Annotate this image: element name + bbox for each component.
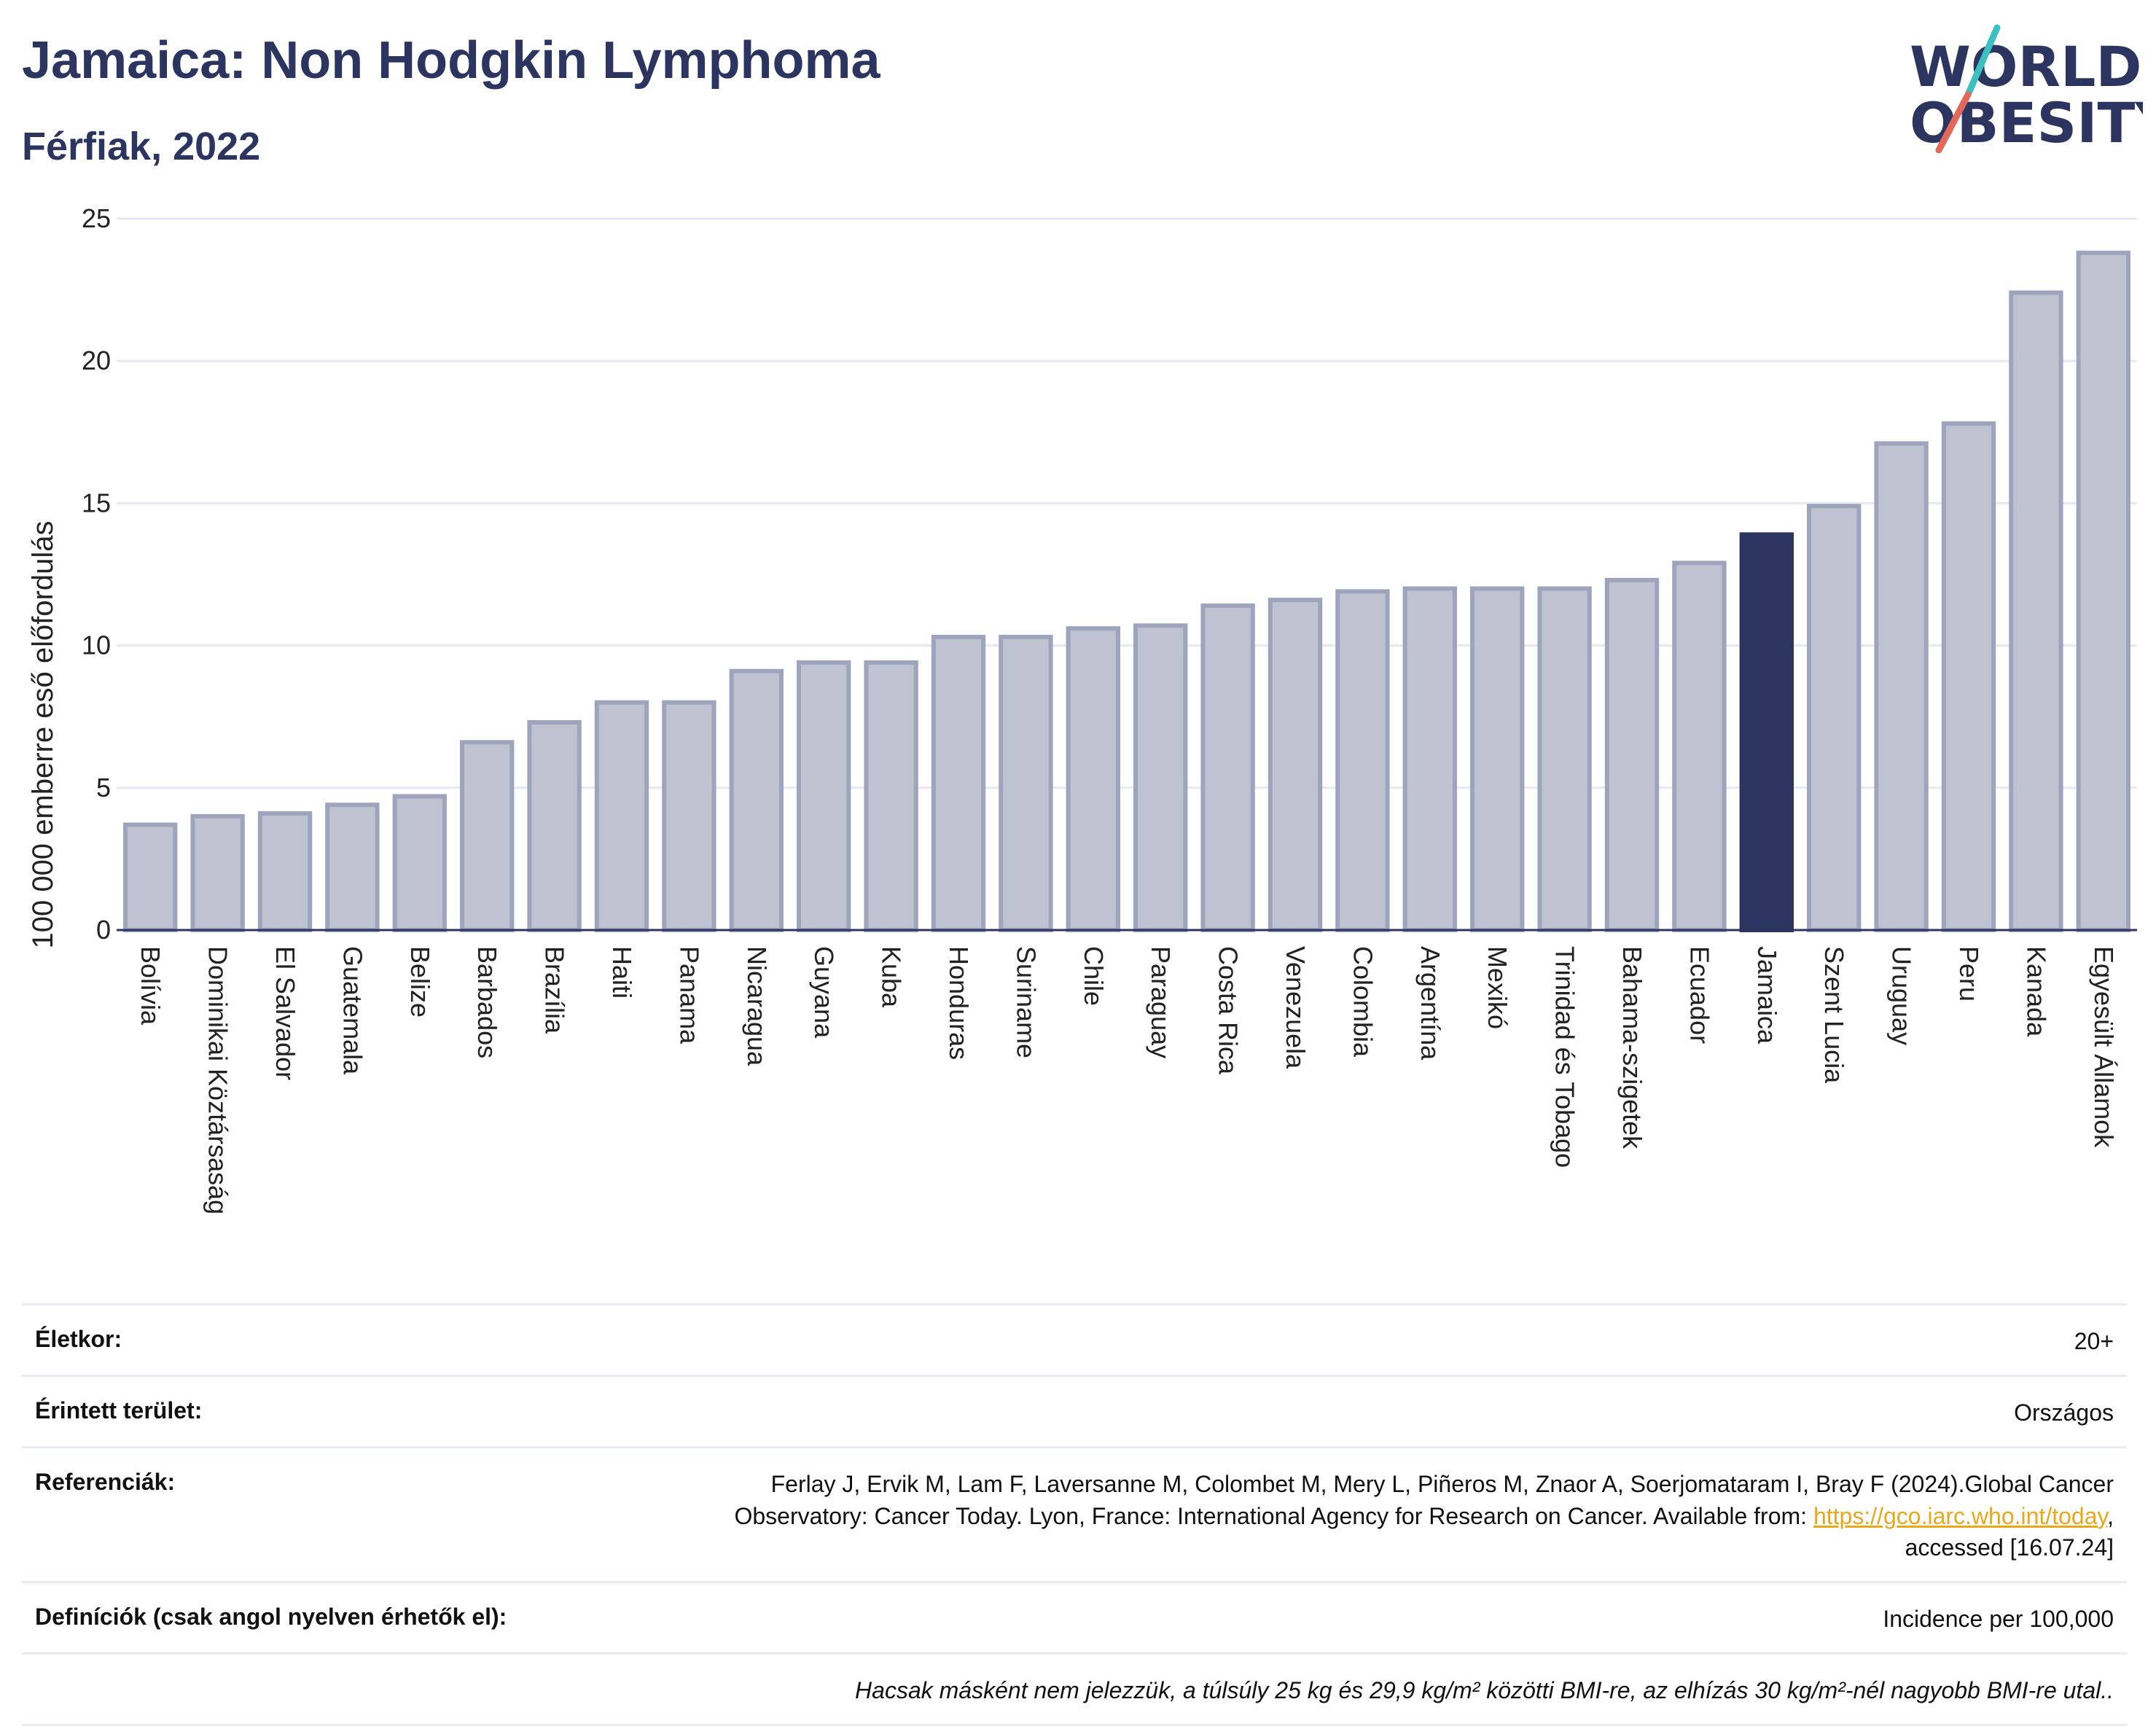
bar-costa-rica [1200,603,1255,932]
x-tick-label: Kanada [2021,946,2051,1037]
reference-text-3: , [2107,1502,2114,1529]
bar-dominikai-köztársaság [190,813,245,933]
bar-venezuela [1268,598,1323,932]
bar-guatemala [325,803,380,932]
logo-line-1: WORLD [1910,34,2141,99]
footnote: Hacsak másként nem jelezzük, a túlsúly 2… [855,1677,2114,1704]
info-row-area: Érintett terület: Országos [22,1375,2127,1446]
x-tick-label: Nicaragua [742,946,772,1066]
info-table: Életkor: 20+ Érintett terület: Országos … [22,1303,2127,1726]
bar-belize [392,794,447,933]
world-obesity-logo: WORLD OBESITY [1910,24,2143,153]
x-tick-label: Venezuela [1281,946,1311,1069]
x-tick-label: Uruguay [1887,946,1917,1045]
y-tick-label: 20 [82,345,111,375]
logo-slash-teal [1964,24,2001,98]
bar-el-salvador [257,811,313,932]
reference-text-2: Observatory: Cancer Today. Lyon, France:… [734,1502,1813,1529]
x-axis-labels: Bolívia Dominikai Köztársaság El Salvador G… [136,946,2119,1214]
definitions-value: Incidence per 100,000 [1883,1605,2114,1632]
bar-egyesült-államok [2076,250,2130,932]
x-tick-label: Bolívia [136,946,165,1026]
bar-jamaica [1739,532,1794,932]
x-tick-label: Egyesült Államok [2089,946,2119,1148]
y-tick-label: 0 [96,915,111,945]
x-tick-label: Argentína [1415,946,1445,1061]
logo-line-2: OBESITY [1910,90,2143,153]
x-tick-label: Paraguay [1146,946,1176,1058]
bar-barbados [460,740,515,932]
bar-argentína [1402,586,1457,933]
references-value: Ferlay J, Ervik M, Lam F, Laversanne M, … [734,1469,2114,1563]
x-tick-label: Kuba [877,946,907,1008]
bars [123,250,2130,933]
reference-link[interactable]: https://gco.iarc.who.int/today [1813,1502,2108,1529]
x-tick-label: Bahama-szigetek [1617,946,1647,1149]
bar-chile [1066,626,1120,933]
reference-text-4: accessed [16.07.24] [1905,1534,2114,1561]
bar-guyana [797,660,851,932]
bar-bahama-szigetek [1604,577,1660,932]
x-tick-label: Chile [1079,946,1109,1006]
info-row-definitions: Definíciók (csak angol nyelven érhetők e… [22,1580,2127,1652]
x-tick-label: Ecuador [1684,946,1714,1044]
bar-nicaragua [729,668,784,933]
bar-brazília [527,720,582,932]
bar-uruguay [1874,441,1929,932]
y-axis-label: 100 000 emberre eső előfordulás [27,520,59,948]
y-tick-label: 10 [82,630,111,660]
x-tick-label: Suriname [1011,946,1041,1058]
x-tick-label: Peru [1954,946,1984,1001]
x-tick-label: Mexikó [1483,946,1512,1029]
bar-mexikó [1470,586,1525,933]
bar-szent-lucia [1807,504,1862,932]
bar-bolívia [123,822,178,932]
bar-colombia [1335,589,1390,932]
bar-paraguay [1133,623,1188,932]
x-tick-label: Panama [674,946,704,1044]
x-tick-label: Dominikai Köztársaság [203,946,233,1214]
references-label: Referenciák: [35,1469,176,1496]
x-tick-label: Trinidad és Tobago [1550,946,1580,1168]
reference-text-1: Ferlay J, Ervik M, Lam F, Laversanne M, … [770,1471,2114,1498]
bar-chart: 0 5 10 15 20 25 100 000 emberre eső előfordul… [27,203,2137,1214]
bar-peru [1941,421,1996,932]
x-tick-label: Jamaica [1752,946,1782,1044]
x-tick-label: Barbados [472,946,502,1058]
x-tick-label: El Salvador [270,946,300,1080]
age-value: 20+ [2074,1328,2114,1354]
info-row-references: Referenciák: Ferlay J, Ervik M, Lam F, L… [22,1446,2127,1581]
bar-ecuador [1672,561,1727,932]
y-tick-label: 25 [82,203,111,233]
age-label: Életkor: [35,1326,122,1352]
x-tick-label: Guatemala [337,946,367,1075]
y-tick-label: 5 [96,773,111,803]
y-axis-ticks: 0 5 10 15 20 25 [82,203,111,945]
x-tick-label: Belize [405,946,435,1018]
definitions-label: Definíciók (csak angol nyelven érhetők e… [35,1603,507,1630]
bar-panama [662,700,716,932]
bar-kanada [2009,290,2063,932]
page-subtitle: Férfiak, 2022 [22,125,261,168]
page-title: Jamaica: Non Hodgkin Lymphoma [22,31,880,90]
bar-kuba [864,660,918,932]
info-row-note: Hacsak másként nem jelezzük, a túlsúly 2… [22,1652,2127,1726]
x-tick-label: Colombia [1348,946,1378,1058]
x-tick-label: Costa Rica [1214,946,1243,1075]
x-tick-label: Guyana [809,946,839,1039]
info-row-age: Életkor: 20+ [22,1303,2127,1375]
bar-haiti [594,700,649,932]
area-value: Országos [2014,1399,2114,1426]
y-tick-label: 15 [82,488,111,518]
bar-suriname [999,634,1053,932]
area-label: Érintett terület: [35,1397,203,1424]
x-tick-label: Szent Lucia [1819,946,1849,1084]
bar-honduras [931,634,986,932]
x-tick-label: Honduras [944,946,974,1060]
bar-trinidad-és-tobago [1537,586,1592,933]
x-tick-label: Haiti [607,946,637,999]
x-tick-label: Brazília [540,946,570,1034]
logo-slash-red [1935,91,1972,153]
